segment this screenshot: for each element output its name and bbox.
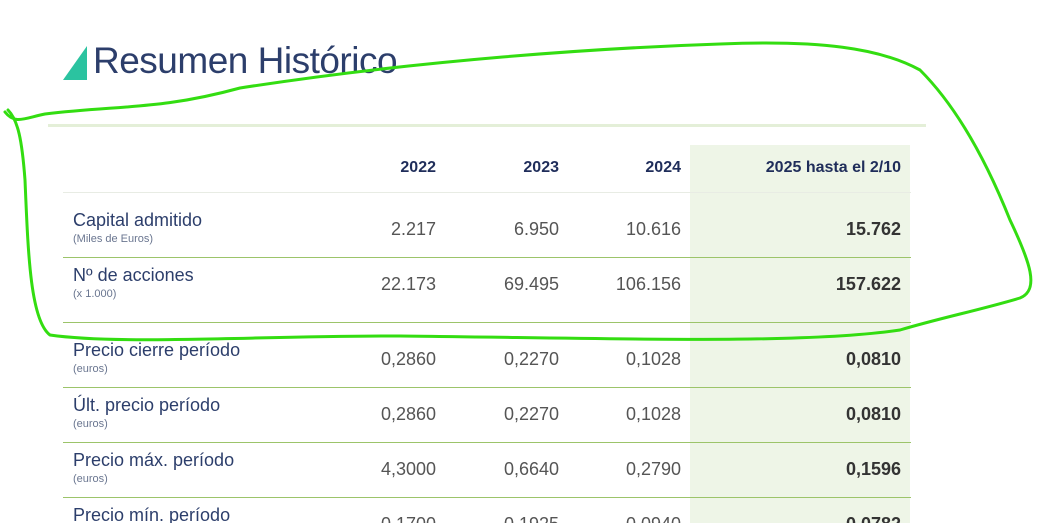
header-rule <box>63 192 911 193</box>
cell-value: 0,2860 <box>380 349 436 369</box>
row-label: Precio cierre período <box>73 340 241 360</box>
cell-value: 0,1028 <box>625 349 681 369</box>
title-underline <box>48 124 926 127</box>
row-label: Últ. precio período <box>73 395 221 415</box>
row-label: Capital admitido <box>73 210 203 230</box>
column-header: 2025 hasta el 2/10 <box>765 159 901 176</box>
column-header: 2022 <box>400 159 436 176</box>
row-label: Nº de acciones <box>73 265 194 285</box>
cell-value: 22.173 <box>380 274 436 294</box>
cell-value: 0,1700 <box>236 514 436 523</box>
row-unit: (x 1.000) <box>73 288 117 300</box>
cell-value: 0,1028 <box>625 404 681 424</box>
cell-value: 0,0940 <box>481 514 681 523</box>
column-header: 2023 <box>523 159 559 176</box>
row-rule <box>63 497 911 498</box>
row-rule <box>63 442 911 443</box>
cell-value: 0,1925 <box>359 514 559 523</box>
row-unit: (euros) <box>73 363 108 375</box>
cell-value: 0,6640 <box>503 459 559 479</box>
cell-value: 0,2270 <box>503 349 559 369</box>
row-unit: (euros) <box>73 418 108 430</box>
row-label: Precio mín. período <box>73 505 231 523</box>
cell-value: 69.495 <box>503 274 559 294</box>
cell-value: 0,0810 <box>845 349 901 369</box>
cell-value: 106.156 <box>615 274 681 294</box>
cell-value: 2.217 <box>390 219 436 239</box>
cell-value: 157.622 <box>835 274 901 294</box>
row-rule <box>63 322 911 323</box>
cell-value: 4,3000 <box>380 459 436 479</box>
cell-value: 0,0810 <box>845 404 901 424</box>
row-unit: (Miles de Euros) <box>73 233 154 245</box>
row-unit: (euros) <box>73 473 108 485</box>
cell-value: 0,0782 <box>701 514 901 523</box>
cell-value: 6.950 <box>513 219 559 239</box>
cell-value: 0,2790 <box>625 459 681 479</box>
row-label: Precio máx. período <box>73 450 235 470</box>
cell-value: 10.616 <box>625 219 681 239</box>
row-rule <box>63 387 911 388</box>
cell-value: 0,2860 <box>380 404 436 424</box>
column-header: 2024 <box>645 159 681 176</box>
title-icon <box>63 46 87 80</box>
row-rule <box>63 257 911 258</box>
cell-value: 0,2270 <box>503 404 559 424</box>
cell-value: 0,1596 <box>845 459 901 479</box>
cell-value: 15.762 <box>845 219 901 239</box>
